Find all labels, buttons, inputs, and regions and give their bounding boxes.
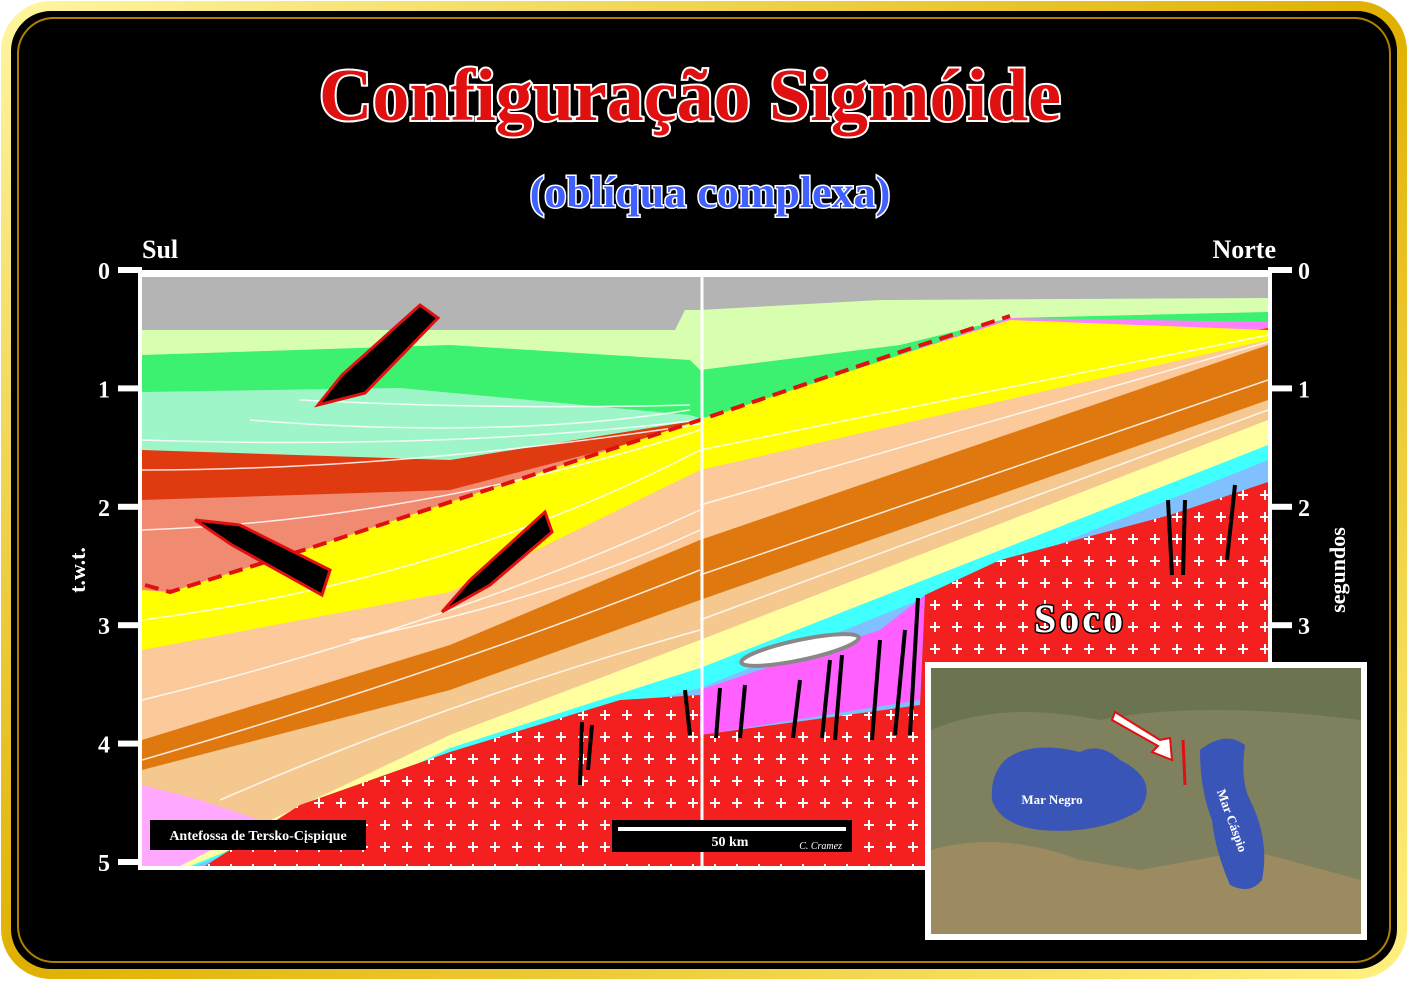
tick-label: 0 xyxy=(1298,259,1310,285)
scale-box xyxy=(612,820,852,852)
tick-mark xyxy=(118,859,142,865)
location-arrow xyxy=(1110,710,1174,762)
tick-mark xyxy=(1268,622,1292,629)
frame-inner xyxy=(17,17,1391,963)
north-label: Norte xyxy=(1212,235,1276,264)
tick-mark xyxy=(118,267,142,273)
faults xyxy=(578,484,1237,786)
south-label: Sul xyxy=(142,235,178,264)
tick-label: 4 xyxy=(98,733,110,759)
tick-label: 3 xyxy=(98,614,110,640)
tick-label: 1 xyxy=(1298,377,1310,403)
tick-mark xyxy=(118,622,142,629)
map-label: Mar Negro xyxy=(1021,792,1082,807)
caption: Antefossa de Tersko-Cįspique xyxy=(169,829,346,844)
caption-box xyxy=(150,820,366,850)
tick-mark xyxy=(1268,267,1292,273)
lens xyxy=(739,632,861,668)
left-axis: 0 1 2 3 4 5 xyxy=(98,259,142,877)
unconformity xyxy=(144,314,1011,595)
tick-mark xyxy=(118,385,142,392)
section-line xyxy=(1181,739,1187,786)
left-axis-label: t.w.t. xyxy=(65,547,90,593)
tick-mark xyxy=(1268,503,1292,510)
scale-label: 50 km xyxy=(712,835,749,850)
layer xyxy=(700,595,925,735)
tick-mark xyxy=(1268,385,1292,392)
right-axis: 0 1 2 3 xyxy=(1268,259,1310,640)
tick-label: 3 xyxy=(1298,614,1310,640)
credit: C. Cramez xyxy=(799,841,842,852)
subtitle: (oblíqua complexa) xyxy=(530,168,891,217)
title: Configuração Sigmóide xyxy=(319,55,1061,137)
tick-label: 1 xyxy=(98,377,110,403)
tick-mark xyxy=(118,503,142,510)
tick-label: 2 xyxy=(1298,496,1310,522)
right-axis-label: segundos xyxy=(1325,527,1350,613)
map-land-north xyxy=(931,668,1361,730)
basement-label: Soco xyxy=(1034,596,1126,641)
tick-label: 2 xyxy=(98,496,110,522)
tick-label: 5 xyxy=(98,851,110,877)
caspian-sea xyxy=(1200,738,1265,889)
black-sea xyxy=(991,747,1147,831)
arrows xyxy=(194,303,554,614)
tick-mark xyxy=(118,740,142,747)
tick-label: 0 xyxy=(98,259,110,285)
map: Mar Negro Mar Cáspio xyxy=(925,662,1367,940)
